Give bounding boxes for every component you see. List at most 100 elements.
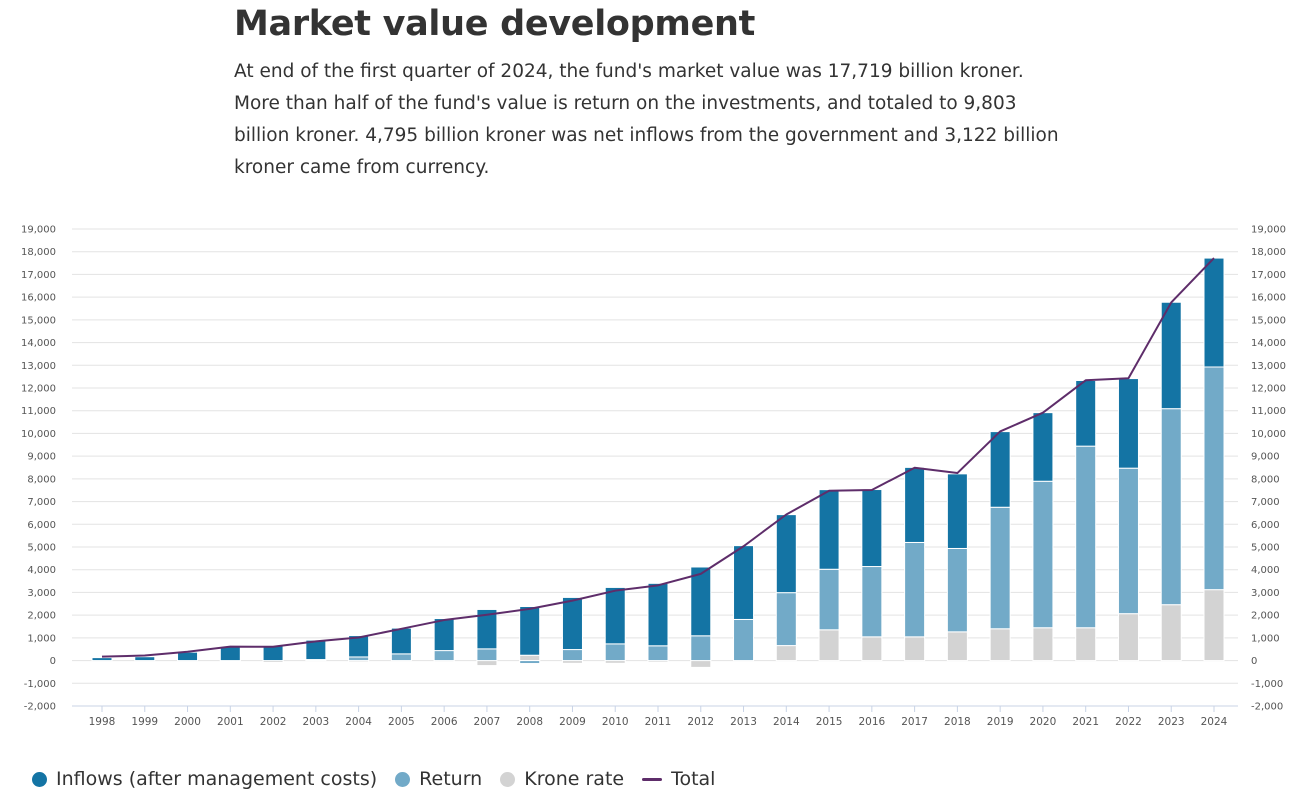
y-tick-label-left: 10,000 xyxy=(21,429,56,440)
x-tick-label: 2001 xyxy=(217,716,244,728)
y-tick-label-left: 12,000 xyxy=(21,384,56,395)
legend-item-total[interactable]: Total xyxy=(642,768,715,790)
bar-inflows xyxy=(861,489,883,568)
x-tick-label: 2003 xyxy=(302,716,329,728)
legend-item-inflows[interactable]: Inflows (after management costs) xyxy=(32,768,377,790)
legend-item-return[interactable]: Return xyxy=(395,768,482,790)
x-tick-label: 2014 xyxy=(773,716,800,728)
legend-label: Inflows (after management costs) xyxy=(56,768,378,790)
bar-inflows xyxy=(219,646,241,662)
bar-inflows xyxy=(989,431,1011,508)
legend-label: Total xyxy=(671,768,716,790)
bar-inflows xyxy=(904,466,926,543)
y-tick-label-right: 6,000 xyxy=(1251,520,1280,531)
y-tick-label-right: 19,000 xyxy=(1251,225,1286,236)
x-tick-label: 2011 xyxy=(645,716,672,728)
y-tick-label-right: 13,000 xyxy=(1251,361,1286,372)
y-tick-label-left: 18,000 xyxy=(21,247,56,258)
y-tick-label-right: -2,000 xyxy=(1251,702,1283,713)
y-tick-label-left: 19,000 xyxy=(21,225,56,236)
bar-inflows xyxy=(348,635,370,658)
bar-inflows xyxy=(690,566,712,637)
bar-return xyxy=(390,653,412,662)
x-tick-label: 2002 xyxy=(260,716,287,728)
bar-krone xyxy=(946,631,968,662)
bar-krone xyxy=(690,660,712,668)
x-tick-label: 2012 xyxy=(687,716,714,728)
bar-return xyxy=(946,547,968,633)
bar-inflows xyxy=(733,545,755,620)
x-tick-label: 2018 xyxy=(944,716,971,728)
bar-return xyxy=(861,566,883,638)
y-tick-label-right: 18,000 xyxy=(1251,247,1286,258)
bar-inflows xyxy=(604,586,626,645)
bar-return xyxy=(1032,480,1054,629)
y-tick-label-left: 4,000 xyxy=(27,565,56,576)
y-tick-label-right: 7,000 xyxy=(1251,497,1280,508)
y-tick-label-left: 7,000 xyxy=(27,497,56,508)
x-tick-label: 2007 xyxy=(474,716,501,728)
x-tick-label: 2020 xyxy=(1030,716,1057,728)
y-tick-label-left: -1,000 xyxy=(24,679,56,690)
x-tick-label: 2008 xyxy=(516,716,543,728)
bar-krone xyxy=(1075,627,1097,662)
y-tick-label-left: 11,000 xyxy=(21,406,56,417)
x-tick-label: 2022 xyxy=(1115,716,1142,728)
bar-inflows xyxy=(1160,301,1182,410)
y-tick-label-right: 10,000 xyxy=(1251,429,1286,440)
bar-inflows xyxy=(561,596,583,651)
bar-krone xyxy=(989,628,1011,662)
bar-inflows xyxy=(519,606,541,656)
page-title: Market value development xyxy=(234,4,756,44)
bar-return xyxy=(733,618,755,662)
y-tick-label-left: 1,000 xyxy=(27,633,56,644)
legend-label: Return xyxy=(419,768,483,790)
bar-krone xyxy=(1160,604,1182,662)
bar-krone xyxy=(861,636,883,662)
y-tick-label-left: 6,000 xyxy=(27,520,56,531)
y-tick-label-right: 11,000 xyxy=(1251,406,1286,417)
bar-inflows xyxy=(818,489,840,570)
y-tick-label-left: 2,000 xyxy=(27,611,56,622)
bar-return xyxy=(476,648,498,662)
bar-inflows xyxy=(946,473,968,549)
bar-inflows xyxy=(177,651,199,662)
bar-krone xyxy=(818,629,840,662)
bar-inflows xyxy=(134,656,156,662)
bar-return xyxy=(647,645,669,662)
y-tick-label-left: 9,000 xyxy=(27,452,56,463)
y-tick-label-right: 5,000 xyxy=(1251,543,1280,554)
bar-inflows xyxy=(262,645,284,662)
bar-inflows xyxy=(305,639,327,661)
y-tick-label-left: 16,000 xyxy=(21,293,56,304)
y-tick-label-left: 14,000 xyxy=(21,338,56,349)
return-swatch-icon xyxy=(395,771,411,787)
y-tick-label-left: 5,000 xyxy=(27,543,56,554)
y-tick-label-right: 9,000 xyxy=(1251,452,1280,463)
x-tick-label: 2005 xyxy=(388,716,415,728)
y-tick-label-right: 17,000 xyxy=(1251,270,1286,281)
y-tick-label-left: 3,000 xyxy=(27,588,56,599)
bar-return xyxy=(604,643,626,662)
x-tick-label: 2009 xyxy=(559,716,586,728)
bar-krone xyxy=(775,645,797,662)
y-tick-label-right: 8,000 xyxy=(1251,474,1280,485)
bar-return xyxy=(561,649,583,662)
x-tick-label: 2013 xyxy=(730,716,757,728)
bar-return xyxy=(690,635,712,662)
legend-item-krone-rate[interactable]: Krone rate xyxy=(500,768,624,790)
description: At end of the first quarter of 2024, the… xyxy=(234,61,1059,178)
x-tick-label: 2004 xyxy=(345,716,372,728)
y-tick-label-left: -2,000 xyxy=(24,702,56,713)
x-tick-label: 2015 xyxy=(816,716,843,728)
x-tick-label: 2023 xyxy=(1158,716,1185,728)
bar-return xyxy=(433,650,455,662)
krone-swatch-icon xyxy=(500,771,516,787)
bar-return xyxy=(775,592,797,647)
legend-label: Krone rate xyxy=(524,768,625,790)
bar-inflows xyxy=(91,657,113,662)
y-tick-label-right: 0 xyxy=(1251,656,1257,667)
y-tick-label-right: 14,000 xyxy=(1251,338,1286,349)
x-tick-label: 2000 xyxy=(174,716,201,728)
x-tick-label: 2019 xyxy=(987,716,1014,728)
